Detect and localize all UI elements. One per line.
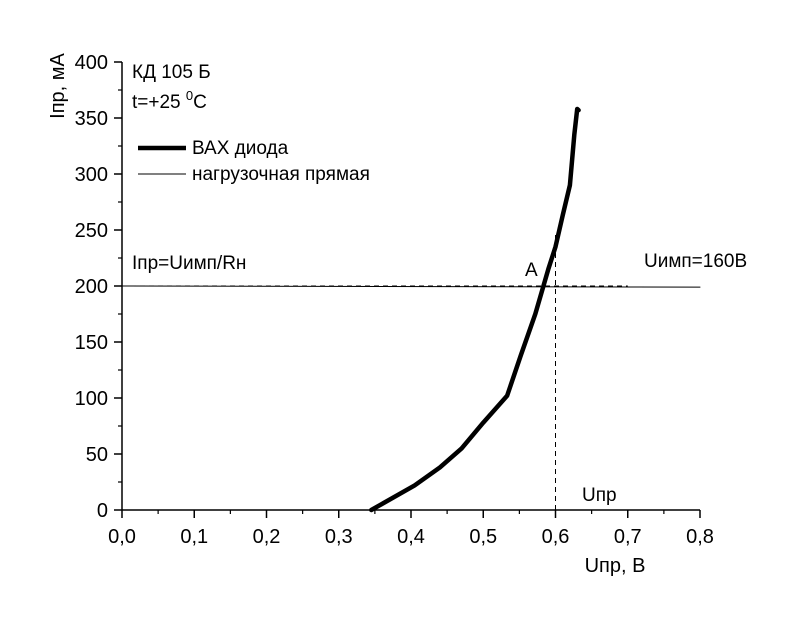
point-a-label: A	[525, 260, 538, 281]
y-tick-label: 400	[75, 52, 108, 74]
y-axis-ticks: 0 50 100 150 200 250 300 350 400	[75, 52, 122, 522]
legend-label-diode: ВАХ диода	[192, 138, 289, 159]
y-tick-label: 100	[75, 388, 108, 410]
load-line	[121, 285, 701, 288]
series-lines	[121, 106, 701, 513]
temperature-unit: C	[193, 92, 207, 113]
x-tick-label: 0,7	[614, 526, 642, 548]
y-axis-title: Iпр, мА	[47, 52, 69, 118]
y-tick-label: 350	[75, 108, 108, 130]
x-tick-label: 0,1	[180, 526, 208, 548]
x-tick-label: 0,0	[108, 526, 136, 548]
y-tick-label: 250	[75, 220, 108, 242]
legend: ВАХ диода нагрузочная прямая	[138, 138, 370, 185]
x-tick-label: 0,8	[686, 526, 714, 548]
y-tick-label: 150	[75, 332, 108, 354]
temperature-prefix: t=+25	[132, 92, 186, 113]
x-axis-title: Uпр, В	[585, 555, 646, 577]
legend-label-load-line: нагрузочная прямая	[192, 164, 370, 185]
diode-iv-curve	[369, 106, 581, 513]
voltage-label: Uимп=160В	[644, 251, 747, 272]
x-tick-label: 0,6	[542, 526, 570, 548]
x-tick-label: 0,2	[253, 526, 281, 548]
y-tick-label: 50	[86, 444, 108, 466]
temperature-sup: 0	[186, 88, 193, 103]
y-tick-label: 300	[75, 164, 108, 186]
y-tick-label: 0	[97, 500, 108, 522]
upr-label: Uпр	[582, 485, 617, 506]
device-label: КД 105 Б	[132, 62, 211, 83]
x-axis-ticks: 0,0 0,1 0,2 0,3 0,4 0,5 0,6 0,7 0,8	[108, 510, 714, 548]
x-tick-label: 0,4	[397, 526, 425, 548]
x-tick-label: 0,5	[469, 526, 497, 548]
temperature-label: t=+25 0C	[132, 88, 207, 113]
y-tick-label: 200	[75, 276, 108, 298]
current-formula-label: Iпр=Uимп/Rн	[132, 253, 246, 274]
x-tick-label: 0,3	[325, 526, 353, 548]
